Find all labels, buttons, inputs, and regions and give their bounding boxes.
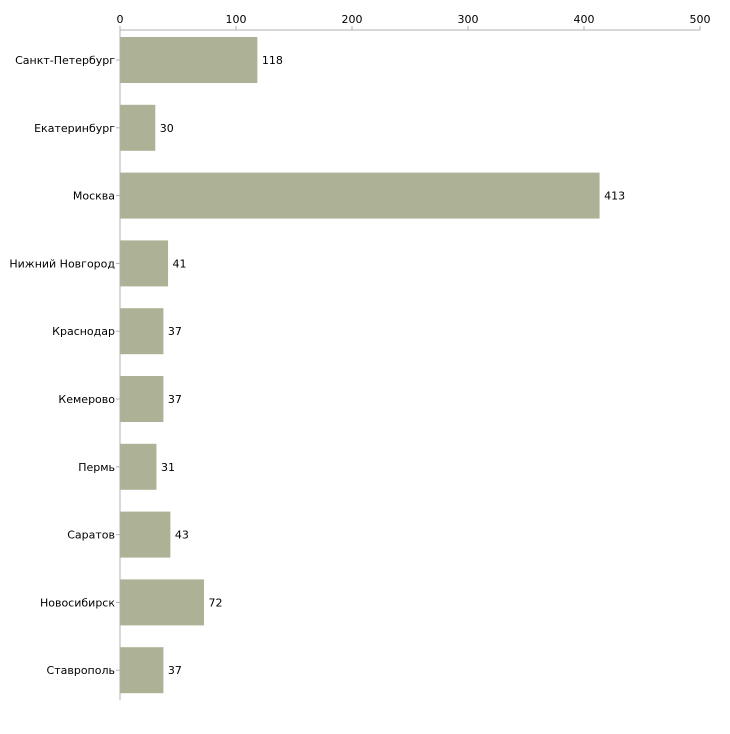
bar [120, 240, 169, 287]
bar-value-label: 72 [209, 596, 223, 609]
x-tick-label: 300 [458, 13, 479, 26]
x-tick-label: 200 [342, 13, 363, 26]
bar-value-label: 37 [168, 664, 182, 677]
bar [120, 104, 156, 151]
bar-value-label: 31 [161, 461, 175, 474]
bar [120, 308, 164, 355]
x-tick-label: 500 [690, 13, 711, 26]
y-tick-label: Новосибирск [40, 596, 115, 609]
bar [120, 172, 600, 219]
bar-value-label: 37 [168, 325, 182, 338]
y-axis: Санкт-Петербург Екатеринбург Москва Нижний … [9, 30, 121, 700]
bar-value-label: 37 [168, 393, 182, 406]
y-tick-label: Санкт-Петербург [15, 54, 115, 67]
bar [120, 579, 205, 626]
bar [120, 37, 258, 83]
x-axis: 0 100 200 300 400 500 [117, 13, 711, 31]
x-tick-label: 100 [226, 13, 247, 26]
bar-value-label: 118 [262, 54, 283, 67]
x-tick-label: 400 [574, 13, 595, 26]
bar [120, 376, 164, 422]
x-tick-label: 0 [117, 13, 124, 26]
y-tick-label: Ставрополь [47, 664, 115, 677]
bar [120, 647, 164, 694]
y-tick-label: Нижний Новгород [9, 257, 115, 270]
bar-value-label: 413 [604, 190, 625, 203]
bar [120, 443, 157, 490]
y-tick-label: Кемерово [58, 393, 115, 406]
bar-value-label: 30 [160, 122, 174, 135]
y-tick-label: Екатеринбург [34, 122, 115, 135]
bar-value-label: 41 [173, 257, 187, 270]
y-tick-label: Москва [73, 190, 115, 203]
bar-value-label: 43 [175, 529, 189, 542]
y-tick-label: Краснодар [52, 325, 115, 338]
bars [120, 37, 600, 694]
y-tick-label: Саратов [67, 529, 115, 542]
data-labels: 118 30 413 41 37 37 31 43 72 37 [160, 54, 625, 677]
bar [120, 511, 171, 558]
y-tick-label: Пермь [78, 461, 115, 474]
